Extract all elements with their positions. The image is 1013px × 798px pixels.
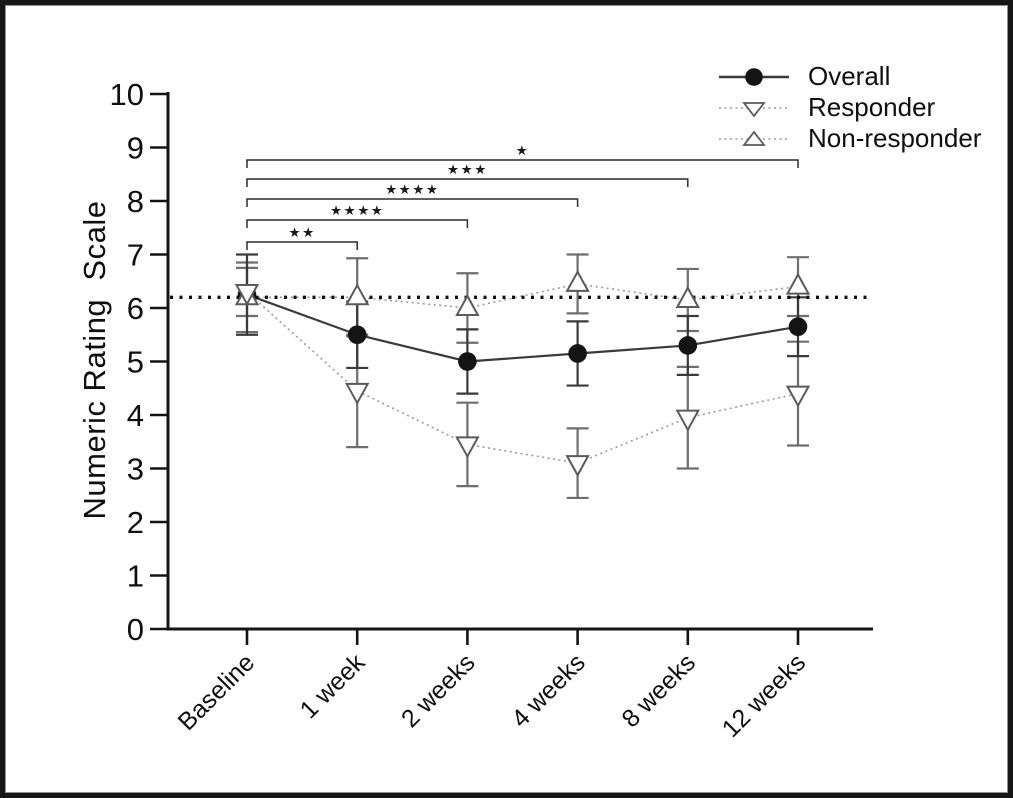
legend-entry-overall: Overall: [716, 61, 981, 92]
significance-stars: ★★★★: [330, 203, 384, 218]
significance-stars: ★★: [288, 225, 315, 240]
significance-stars: ★: [516, 143, 530, 158]
y-tick-label: 6: [127, 291, 144, 326]
line-responder: [246, 291, 799, 464]
significance-bracket: [246, 159, 799, 168]
data-point-triangle-down: [565, 455, 590, 478]
significance-bracket: [246, 198, 579, 207]
axes: [166, 92, 873, 631]
data-point-triangle-up: [345, 283, 370, 306]
significance-bracket: [246, 219, 469, 228]
x-tick-label: 4 weeks: [506, 648, 591, 733]
y-axis-title: Numeric Rating Scale: [77, 200, 112, 520]
data-point-triangle-down: [785, 385, 811, 408]
y-tick-label: 8: [127, 184, 144, 219]
data-point-triangle-up: [455, 293, 480, 316]
significance-stars: ★★★: [447, 162, 488, 177]
overall-marker-icon: [719, 67, 789, 86]
data-point-triangle-down: [345, 382, 370, 405]
significance-bracket: [246, 178, 689, 187]
data-point-circle: [678, 336, 698, 355]
error-bars-overall: [236, 253, 809, 395]
data-point-triangle-down: [234, 283, 260, 307]
significance-stars: ★★★★: [385, 182, 439, 197]
y-tick-label: 10: [110, 77, 144, 112]
y-tick-label: 5: [127, 345, 144, 380]
x-tick-label: 8 weeks: [616, 648, 701, 733]
significance-brackets: ★★★★★★★★★★★★★★: [246, 143, 799, 250]
error-bars-responder: [236, 266, 809, 500]
series-line: [246, 293, 799, 363]
significance-bracket: [246, 241, 358, 250]
legend-entry-non-responder: Non-responder: [716, 123, 981, 154]
legend: Overall Responder Non-responder: [716, 61, 981, 154]
y-tick-label: 0: [127, 612, 144, 647]
data-point-circle: [568, 344, 587, 363]
y-tick-label: 3: [127, 452, 144, 487]
data-point-triangle-down: [675, 409, 700, 432]
non-responder-marker-icon: [719, 130, 789, 146]
data-point-circle: [347, 325, 367, 345]
y-tick-label: 4: [127, 398, 144, 433]
data-point-triangle-up: [785, 272, 811, 295]
x-tick-label: Baseline: [173, 648, 261, 736]
data-point-circle: [458, 352, 477, 371]
line-non-responder: [247, 283, 799, 309]
markers-responder: [234, 283, 811, 478]
responder-marker-icon: [719, 101, 789, 117]
y-tick-label: 1: [127, 559, 144, 594]
y-axis-ticks: 0 1 2 3 4 5 6 7 8 9 10: [110, 77, 168, 647]
y-tick-label: 9: [127, 131, 144, 166]
data-point-triangle-up: [675, 285, 700, 308]
legend-label-responder: Responder: [808, 92, 936, 122]
markers-non-responder: [234, 269, 811, 316]
line-overall: [246, 293, 799, 363]
series-line: [246, 291, 799, 464]
x-tick-label: 12 weeks: [717, 648, 811, 742]
legend-label-overall: Overall: [808, 61, 891, 91]
x-tick-label: 2 weeks: [396, 648, 481, 733]
x-axis-ticks: Baseline 1 week 2 weeks 4 weeks 8 weeks 12 we…: [173, 629, 811, 743]
y-tick-label: 2: [127, 505, 144, 540]
x-tick-label: 1 week: [295, 648, 371, 724]
data-point-triangle-up: [565, 269, 590, 292]
y-tick-label: 7: [127, 238, 144, 273]
data-point-circle: [788, 317, 808, 337]
legend-label-non-responder: Non-responder: [808, 123, 982, 153]
series-line: [247, 283, 799, 309]
legend-entry-responder: Responder: [716, 92, 981, 123]
data-point-triangle-down: [455, 436, 480, 459]
